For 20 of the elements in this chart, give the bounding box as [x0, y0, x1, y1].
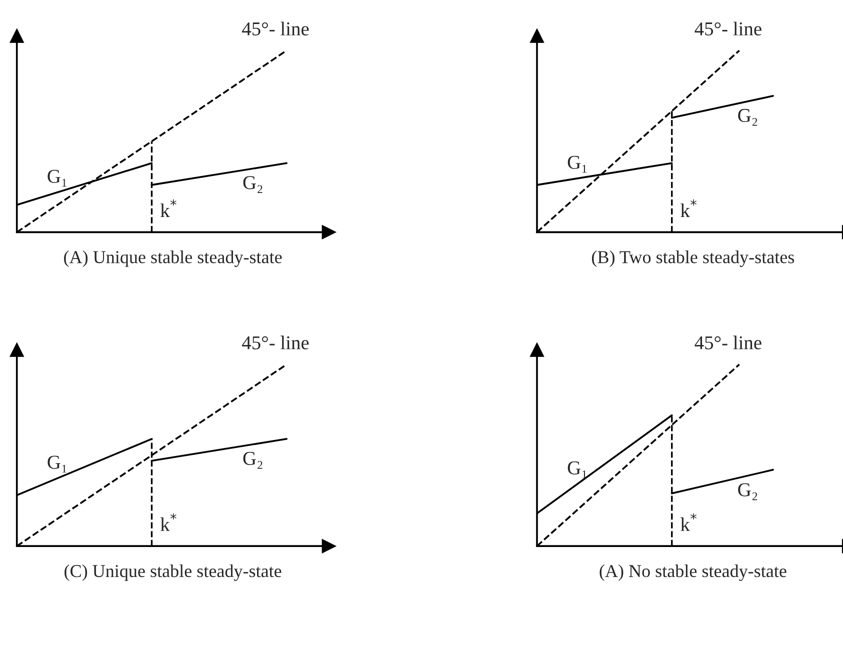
- series-label: G₁: [48, 170, 66, 187]
- annotation: k$^{*}$: [160, 199, 176, 217]
- series-label: 45°- line: [242, 336, 309, 350]
- annotation: k$^{*}$: [680, 199, 697, 217]
- text: (B) Two stable steady-states: [592, 250, 794, 267]
- text: (A) Unique stable steady-state: [64, 250, 282, 267]
- series-label: G₂: [738, 108, 758, 126]
- series-label: G₂: [243, 176, 262, 193]
- annotation: k$^{*}$: [680, 513, 697, 531]
- text: (C) Unique stable steady-state: [64, 564, 282, 581]
- annotation: k$^{*}$: [160, 513, 176, 531]
- text: (A) No stable steady-state: [600, 564, 786, 581]
- series-label: G₁: [568, 156, 587, 173]
- series-label: G₂: [243, 452, 262, 469]
- series-label: 45°- line: [694, 336, 762, 350]
- series-label: G₂: [738, 483, 758, 500]
- series-label: G₁: [48, 456, 66, 473]
- series-label: 45°- line: [242, 22, 309, 36]
- series-label: 45°- line: [694, 22, 762, 36]
- series-label: G₁: [568, 461, 587, 478]
